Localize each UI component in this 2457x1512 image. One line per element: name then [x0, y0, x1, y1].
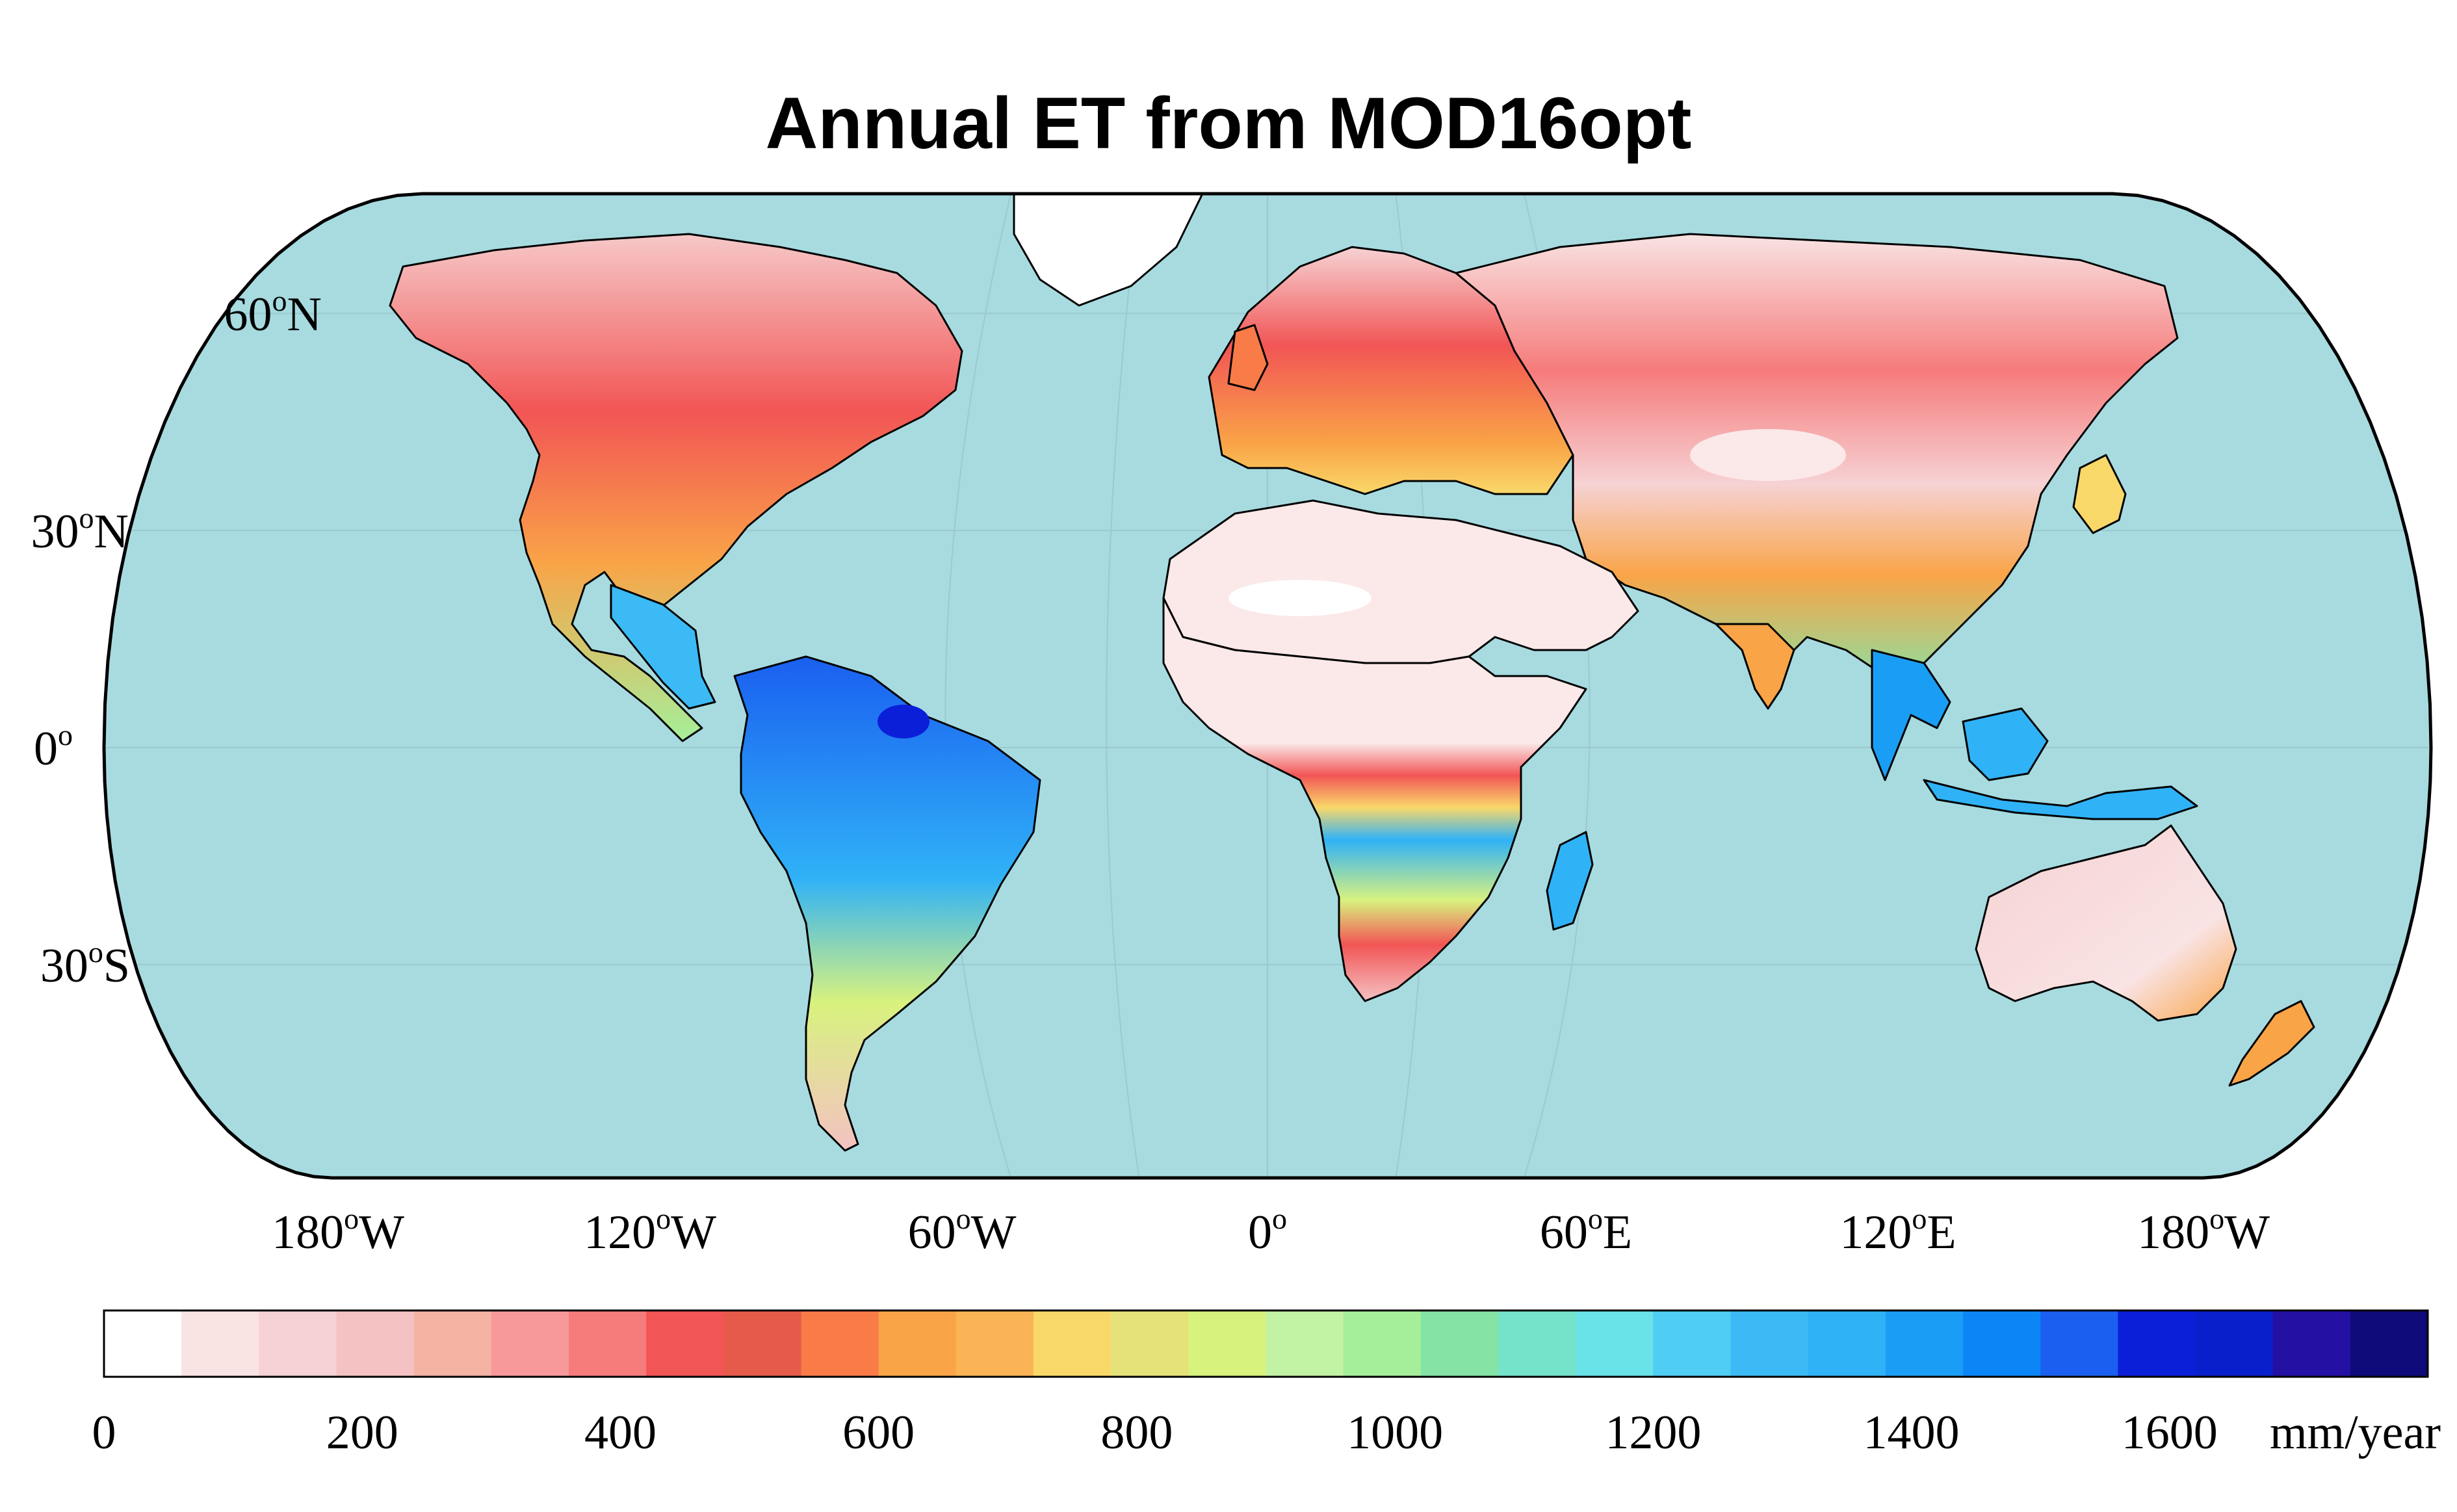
colorbar-cell [646, 1310, 724, 1377]
colorbar-tick-label: 200 [326, 1406, 398, 1459]
lat-tick-label: 60oN [224, 284, 322, 341]
colorbar-cell [801, 1310, 879, 1377]
colorbar-cell [2118, 1310, 2196, 1377]
colorbar-cell [413, 1310, 492, 1377]
colorbar-cell [181, 1310, 259, 1377]
colorbar-tick-label: 1600 [2122, 1406, 2218, 1459]
colorbar-cell [2195, 1310, 2274, 1377]
colorbar-cell [1420, 1310, 1499, 1377]
land-madagascar [1546, 831, 1594, 931]
colorbar-cell [2040, 1310, 2118, 1377]
lon-tick-label: 60oW [908, 1202, 1017, 1259]
map-title: Annual ET from MOD16opt [766, 83, 1692, 164]
colorbar-cell [336, 1310, 415, 1377]
land-masses [389, 194, 2315, 1152]
lon-tick-label: 120oE [1840, 1202, 1956, 1259]
colorbar-tick-label: 1200 [1605, 1406, 1701, 1459]
colorbar-tick-labels: 0 200 400 600 800 1000 1200 1400 1600 [92, 1406, 2218, 1459]
colorbar-cell [1963, 1310, 2041, 1377]
colorbar-cell [491, 1310, 569, 1377]
colorbar-cell [878, 1310, 957, 1377]
lon-tick-label: 120oW [584, 1202, 716, 1259]
lat-tick-label: 30oS [40, 935, 130, 993]
land-indonesia [1962, 707, 2049, 781]
colorbar-tick-label: 1400 [1864, 1406, 1960, 1459]
land-southeast-asia [1871, 649, 1951, 781]
colorbar-cell [1343, 1310, 1422, 1377]
lat-tick-label: 30oN [31, 501, 129, 558]
colorbar-tick-label: 0 [92, 1406, 116, 1459]
colorbar-cells [104, 1310, 2428, 1377]
colorbar-cell [723, 1310, 801, 1377]
colorbar-cell [1653, 1310, 1731, 1377]
colorbar-cell [104, 1310, 182, 1377]
land-south-america [733, 655, 1041, 1152]
land-africa-central [1162, 597, 1587, 1002]
colorbar-cell [1266, 1310, 1344, 1377]
land-new-zealand [2228, 1000, 2315, 1087]
colorbar: 0 200 400 600 800 1000 1200 1400 1600 mm/year [92, 1309, 2441, 1459]
colorbar-tick-label: 800 [1100, 1406, 1173, 1459]
land-central-america [610, 584, 716, 710]
colorbar-cell [1498, 1310, 1576, 1377]
colorbar-cell [259, 1310, 337, 1377]
land-europe [1208, 246, 1574, 495]
longitude-labels: 180oW 120oW 60oW 0o 60oE 120oE 180oW [272, 1202, 2270, 1259]
land-australia [1975, 824, 2237, 1022]
graticule-meridian [944, 194, 1012, 1178]
latitude-labels: 60oN 30oN 0o 30oS [31, 284, 322, 993]
graticule-meridian [1106, 194, 1140, 1178]
colorbar-cell [1576, 1310, 1654, 1377]
colorbar-cell [1111, 1310, 1189, 1377]
land-central-asia [1690, 429, 1846, 481]
colorbar-tick-label: 600 [842, 1406, 915, 1459]
land-amazon-core [878, 705, 930, 738]
lon-tick-label: 180oW [2137, 1202, 2270, 1259]
colorbar-cell [2272, 1310, 2351, 1377]
colorbar-cell [1188, 1310, 1266, 1377]
land-indonesia-2 [1923, 779, 2198, 820]
lon-tick-label: 180oW [272, 1202, 404, 1259]
map-frame [102, 192, 2433, 1180]
globe [102, 192, 2433, 1180]
colorbar-cell [569, 1310, 647, 1377]
land-asia-south [1715, 623, 1795, 710]
lon-tick-label: 60oE [1540, 1202, 1632, 1259]
land-sahara-core [1228, 580, 1372, 616]
colorbar-cell [1730, 1310, 1809, 1377]
colorbar-cell [2350, 1310, 2428, 1377]
colorbar-outline [103, 1309, 2429, 1378]
land-uk [1227, 324, 1269, 391]
land-north-america [389, 233, 963, 742]
land-greenland [1013, 194, 1204, 307]
colorbar-cell [1885, 1310, 1964, 1377]
colorbar-unit: mm/year [2270, 1406, 2441, 1459]
lon-tick-label: 0o [1248, 1202, 1287, 1259]
colorbar-tick-label: 1000 [1347, 1406, 1443, 1459]
colorbar-cell [956, 1310, 1034, 1377]
land-japan [2072, 454, 2127, 534]
lat-tick-label: 0o [34, 718, 73, 776]
colorbar-tick-label: 400 [584, 1406, 656, 1459]
colorbar-cell [1034, 1310, 1112, 1377]
colorbar-cell [1808, 1310, 1886, 1377]
